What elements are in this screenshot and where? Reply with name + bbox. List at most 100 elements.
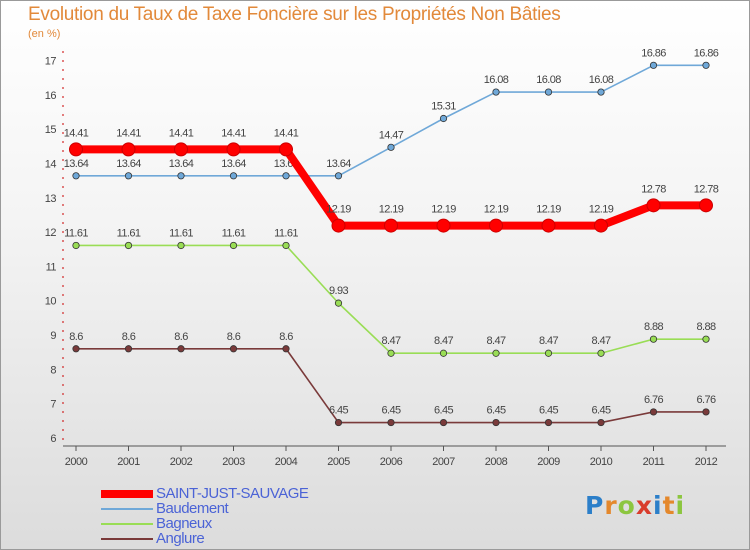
legend-label: Anglure [156, 530, 205, 547]
x-tick-label: 2012 [695, 456, 718, 468]
data-point [597, 349, 605, 357]
data-point [387, 143, 395, 151]
x-tick-label: 2010 [590, 456, 613, 468]
data-point [229, 241, 238, 250]
data-point [492, 349, 500, 357]
x-tick-label: 2009 [537, 456, 560, 468]
data-label: 8.6 [279, 331, 293, 343]
data-label: 6.45 [434, 405, 453, 417]
data-label: 8.47 [486, 335, 505, 347]
data-label: 14.41 [116, 127, 141, 139]
data-label: 13.64 [116, 158, 141, 170]
data-point [541, 218, 556, 233]
data-point [384, 218, 398, 233]
data-label: 8.6 [227, 331, 241, 343]
data-point [649, 335, 658, 343]
data-label: 11.61 [169, 227, 193, 239]
data-point [177, 172, 185, 180]
data-label: 11.61 [222, 227, 246, 239]
data-point [649, 408, 658, 416]
data-point [229, 172, 238, 180]
data-point [489, 218, 503, 233]
x-tick-label: 2000 [65, 456, 88, 468]
data-label: 11.61 [117, 227, 141, 239]
logo-letter: o [617, 491, 636, 520]
data-label: 6.45 [591, 405, 610, 417]
data-label: 6.45 [486, 405, 505, 417]
data-label: 6.45 [381, 405, 400, 417]
data-label: 12.19 [589, 204, 614, 216]
data-point [597, 88, 605, 96]
legend-swatch [101, 538, 153, 540]
logo-letter: x [635, 491, 653, 520]
data-label: 13.64 [64, 158, 89, 170]
y-tick-label: 15 [45, 124, 57, 136]
legend-label: Baudement [156, 500, 229, 517]
data-point [72, 172, 80, 180]
data-point [282, 172, 290, 180]
data-point [439, 349, 448, 357]
data-point [334, 418, 343, 427]
data-label: 8.6 [122, 331, 136, 343]
data-point [702, 61, 710, 69]
data-point [229, 345, 238, 353]
data-point [124, 345, 133, 353]
legend-swatch [101, 490, 153, 498]
data-label: 15.31 [431, 100, 456, 112]
data-point [649, 61, 658, 69]
data-point [177, 345, 185, 353]
data-label: 13.64 [326, 158, 351, 170]
data-label: 14.41 [221, 127, 246, 139]
data-label: 8.47 [434, 335, 453, 347]
legend-swatch [101, 508, 153, 510]
data-point [124, 172, 133, 180]
data-label: 8.6 [174, 331, 188, 343]
data-label: 13.64 [221, 158, 246, 170]
data-label: 16.86 [694, 47, 719, 59]
data-point [72, 241, 80, 250]
data-label: 12.19 [431, 204, 456, 216]
y-tick-label: 9 [50, 330, 56, 342]
y-tick-label: 16 [45, 90, 57, 102]
data-label: 16.08 [484, 74, 509, 86]
data-label: 8.88 [696, 321, 715, 333]
x-tick-label: 2005 [327, 456, 350, 468]
data-label: 12.78 [694, 183, 719, 195]
data-point [597, 418, 605, 427]
y-tick-label: 13 [45, 193, 57, 205]
data-label: 13.64 [169, 158, 194, 170]
data-point [174, 142, 188, 157]
y-tick-label: 10 [45, 296, 57, 308]
data-label: 14.41 [274, 127, 299, 139]
data-label: 8.47 [539, 335, 558, 347]
x-tick-label: 2004 [275, 456, 298, 468]
y-tick-label: 17 [45, 56, 57, 68]
y-tick-label: 7 [50, 399, 56, 411]
data-point [124, 241, 133, 250]
data-point [436, 218, 451, 233]
data-point [439, 418, 448, 427]
data-label: 16.08 [589, 74, 614, 86]
x-tick-label: 2002 [170, 456, 193, 468]
x-tick-label: 2007 [432, 456, 455, 468]
legend-swatch [101, 523, 153, 525]
logo-letter: t [662, 491, 676, 520]
logo-letter: r [604, 491, 618, 520]
data-point [279, 142, 293, 157]
data-point [69, 142, 83, 157]
y-tick-label: 11 [46, 261, 57, 273]
data-point [439, 114, 448, 123]
data-label: 6.45 [539, 405, 558, 417]
x-tick-label: 2003 [222, 456, 245, 468]
data-label: 14.47 [379, 129, 404, 141]
data-label: 14.41 [64, 127, 89, 139]
data-label: 12.78 [641, 183, 666, 195]
data-label: 14.41 [169, 127, 194, 139]
chart-unit-label: (en %) [28, 28, 61, 40]
data-point [544, 88, 553, 96]
y-tick-label: 6 [50, 433, 56, 445]
logo-letter: P [585, 491, 605, 520]
data-label: 6.76 [644, 394, 663, 406]
x-tick-label: 2001 [117, 456, 140, 468]
